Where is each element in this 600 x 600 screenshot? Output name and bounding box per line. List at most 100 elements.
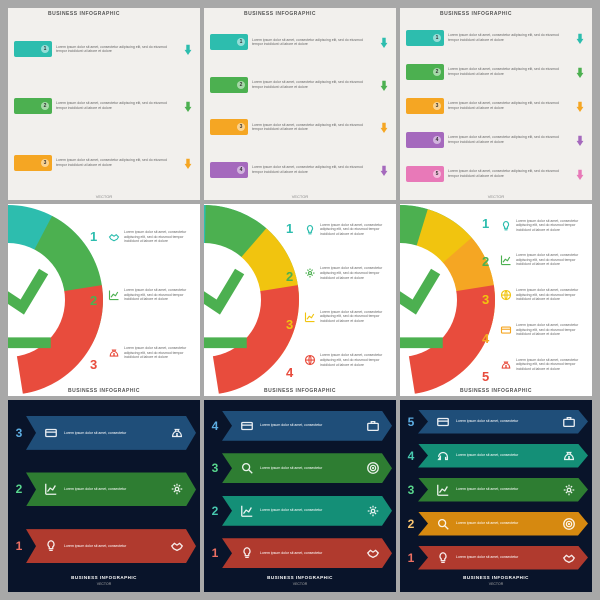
step-text: Lorem ipsum dolor sit amet, consectetur … [248, 165, 378, 174]
infographic-grid: BUSINESS INFOGRAPHIC 1 Lorem ipsum dolor… [0, 0, 600, 600]
arc-item: Lorem ipsum dolor sit amet, consectetur … [500, 253, 588, 267]
gear-icon [304, 266, 316, 278]
band-text: Lorem ipsum dolor sit amet, consectetur [456, 555, 558, 560]
step-number: 5 [433, 170, 441, 178]
arc-item: Lorem ipsum dolor sit amet, consectetur … [108, 230, 196, 244]
step-text: Lorem ipsum dolor sit amet, consectetur … [52, 101, 182, 110]
arrow-band: 1 Lorem ipsum dolor sit amet, consectetu… [404, 546, 588, 570]
arrow-band: 3 Lorem ipsum dolor sit amet, consectetu… [208, 453, 392, 483]
chart-icon [108, 288, 120, 300]
tab-badge: 3 [14, 155, 52, 171]
panel-title: BUSINESS INFOGRAPHIC [404, 573, 588, 582]
step-number: 2 [41, 102, 49, 110]
bulb-icon [44, 539, 58, 553]
item-text: Lorem ipsum dolor sit amet, consectetur … [516, 358, 588, 372]
arc-item: Lorem ipsum dolor sit amet, consectetur … [304, 310, 392, 324]
pointer-icon [378, 79, 390, 91]
band-number: 1 [12, 529, 26, 563]
arc-center [400, 243, 457, 357]
band-number: 2 [12, 472, 26, 506]
chart-icon [240, 504, 254, 518]
arrow-band: 2 Lorem ipsum dolor sit amet, consectetu… [12, 472, 196, 506]
pointer-icon [182, 43, 194, 55]
panel-title: BUSINESS INFOGRAPHIC [400, 388, 592, 394]
band-number: 3 [404, 478, 418, 502]
band-number: 1 [208, 538, 222, 568]
panel-title: BUSINESS INFOGRAPHIC [204, 8, 396, 19]
pointer-icon [182, 157, 194, 169]
arrow-band: 3 Lorem ipsum dolor sit amet, consectetu… [12, 416, 196, 450]
gear-icon [366, 504, 380, 518]
bulb-icon [436, 551, 450, 565]
band-text: Lorem ipsum dolor sit amet, consectetur [64, 431, 166, 436]
target-icon [366, 461, 380, 475]
tab-panel-4: BUSINESS INFOGRAPHIC 1 Lorem ipsum dolor… [204, 8, 396, 200]
arc-number: 3 [286, 317, 300, 332]
step-number: 4 [433, 136, 441, 144]
bulb-icon [240, 546, 254, 560]
band-number: 3 [208, 453, 222, 483]
band-text: Lorem ipsum dolor sit amet, consectetur [456, 487, 558, 492]
gear-icon [562, 483, 576, 497]
tab-panel-5: BUSINESS INFOGRAPHIC 1 Lorem ipsum dolor… [400, 8, 592, 200]
panel-title: BUSINESS INFOGRAPHIC [400, 8, 592, 19]
target-icon [562, 517, 576, 531]
step-number: 1 [433, 34, 441, 42]
step-number: 2 [433, 68, 441, 76]
vector-label: VECTOR [208, 582, 392, 586]
arc-item: Lorem ipsum dolor sit amet, consectetur … [500, 219, 588, 233]
pointer-icon [182, 100, 194, 112]
search-icon [240, 461, 254, 475]
tab-badge: 3 [210, 119, 248, 135]
vector-label: VECTOR [204, 193, 396, 200]
tab-badge: 4 [406, 132, 444, 148]
tab-badge: 3 [406, 98, 444, 114]
step-text: Lorem ipsum dolor sit amet, consectetur … [248, 38, 378, 47]
band-text: Lorem ipsum dolor sit amet, consectetur [456, 453, 558, 458]
chart-icon [44, 482, 58, 496]
step-text: Lorem ipsum dolor sit amet, consectetur … [444, 169, 574, 178]
arc-item: Lorem ipsum dolor sit amet, consectetur … [500, 358, 588, 372]
arc-panel-4: 1234 Lorem ipsum dolor sit amet, consect… [204, 204, 396, 396]
tab-row: 3 Lorem ipsum dolor sit amet, consectetu… [210, 118, 390, 136]
step-number: 1 [237, 38, 245, 46]
panel-title: BUSINESS INFOGRAPHIC [8, 388, 200, 394]
arc-item: Lorem ipsum dolor sit amet, consectetur … [304, 266, 392, 280]
tab-badge: 2 [210, 77, 248, 93]
arc-item: Lorem ipsum dolor sit amet, consectetur … [500, 323, 588, 337]
arrow-body: Lorem ipsum dolor sit amet, consectetur [418, 410, 588, 434]
arrow-band: 3 Lorem ipsum dolor sit amet, consectetu… [404, 478, 588, 502]
arrow-body: Lorem ipsum dolor sit amet, consectetur [222, 496, 392, 526]
step-number: 3 [433, 102, 441, 110]
moneybag-icon [108, 346, 120, 358]
arc-number: 2 [482, 254, 496, 269]
arrow-band: 1 Lorem ipsum dolor sit amet, consectetu… [12, 529, 196, 563]
tab-row: 2 Lorem ipsum dolor sit amet, consectetu… [210, 76, 390, 94]
arrow-band: 2 Lorem ipsum dolor sit amet, consectetu… [208, 496, 392, 526]
arrow-body: Lorem ipsum dolor sit amet, consectetur [26, 416, 196, 450]
item-text: Lorem ipsum dolor sit amet, consectetur … [320, 266, 392, 280]
vector-label: VECTOR [8, 193, 200, 200]
band-number: 4 [404, 444, 418, 468]
item-text: Lorem ipsum dolor sit amet, consectetur … [516, 219, 588, 233]
arc-item: Lorem ipsum dolor sit amet, consectetur … [500, 288, 588, 302]
pointer-icon [574, 66, 586, 78]
band-text: Lorem ipsum dolor sit amet, consectetur [456, 419, 558, 424]
panel-title: BUSINESS INFOGRAPHIC [8, 8, 200, 19]
tab-badge: 4 [210, 162, 248, 178]
arrow-body: Lorem ipsum dolor sit amet, consectetur [222, 411, 392, 441]
arrow-body: Lorem ipsum dolor sit amet, consectetur [418, 546, 588, 570]
band-text: Lorem ipsum dolor sit amet, consectetur [456, 521, 558, 526]
step-text: Lorem ipsum dolor sit amet, consectetur … [52, 158, 182, 167]
tab-badge: 1 [14, 41, 52, 57]
band-text: Lorem ipsum dolor sit amet, consectetur [260, 551, 362, 556]
tab-row: 4 Lorem ipsum dolor sit amet, consectetu… [406, 131, 586, 149]
band-number: 5 [404, 410, 418, 434]
step-number: 2 [237, 81, 245, 89]
arrow-band: 5 Lorem ipsum dolor sit amet, consectetu… [404, 410, 588, 434]
item-text: Lorem ipsum dolor sit amet, consectetur … [516, 253, 588, 267]
tab-badge: 1 [406, 30, 444, 46]
pointer-icon [378, 36, 390, 48]
band-number: 1 [404, 546, 418, 570]
arc-number: 3 [90, 357, 104, 372]
